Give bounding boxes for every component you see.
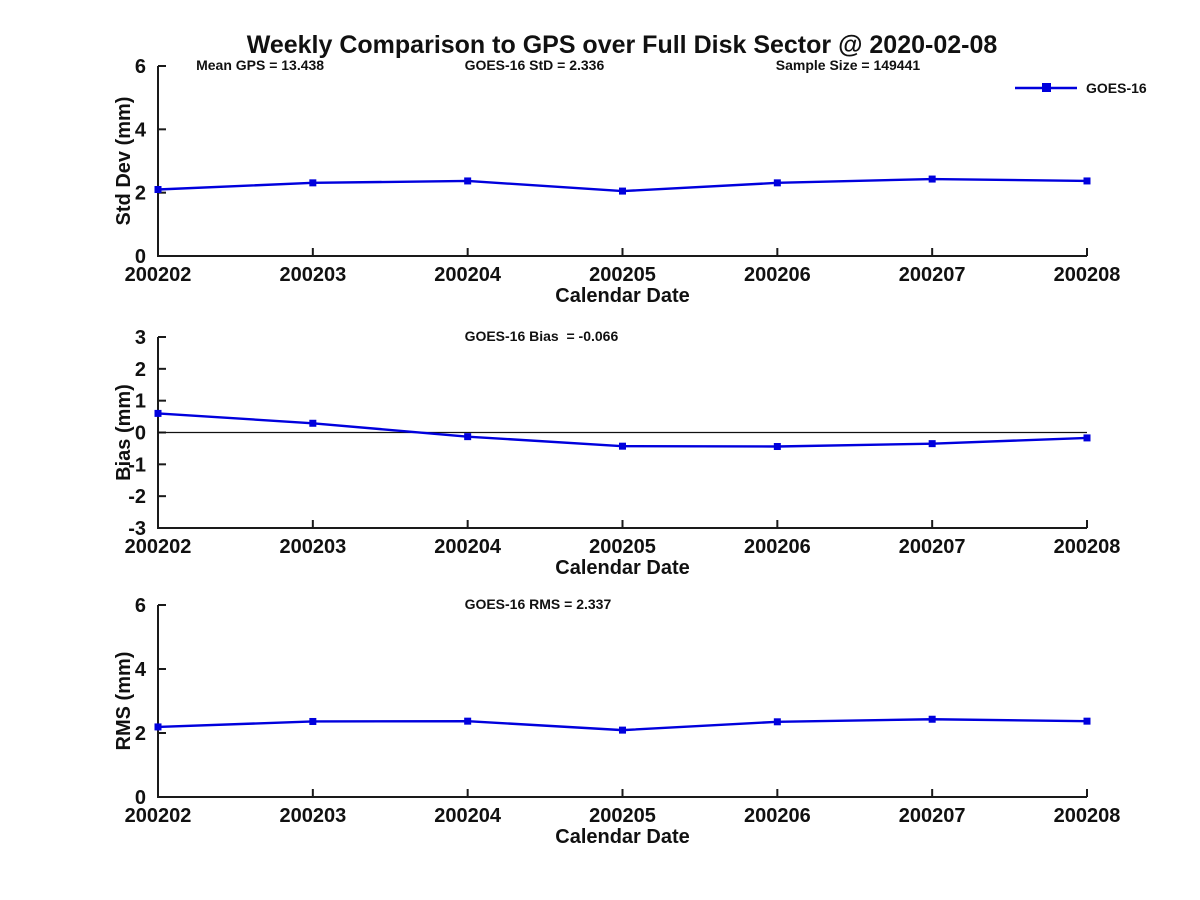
axis-spines [157, 66, 1087, 257]
data-point-marker [464, 717, 472, 725]
x-tick-label: 200203 [279, 536, 346, 558]
y-tick-label: -1 [128, 454, 146, 476]
data-point-marker [309, 717, 317, 725]
x-tick-label: 200205 [589, 264, 656, 286]
data-point-marker [928, 715, 936, 723]
y-tick-label: 0 [135, 423, 146, 445]
y-tick-label: 4 [135, 119, 147, 141]
x-tick-label: 200202 [125, 536, 192, 558]
subplot-rms: 0 2 4 6 200202 200203 200204 200205 200206 200207… [113, 595, 1120, 848]
data-point-marker [1083, 434, 1091, 442]
data-point-marker [619, 442, 626, 450]
annotation-bias: GOES-16 Bias = -0.066 [465, 328, 619, 344]
data-point-marker [309, 179, 317, 187]
y-tick-label: 6 [135, 595, 146, 617]
y-tick-label: 6 [135, 56, 146, 78]
axis-spines [157, 605, 1087, 798]
data-point-marker [773, 443, 781, 451]
x-tick-label: 200202 [125, 805, 192, 827]
y-tick-label: 2 [135, 183, 146, 205]
data-point-marker [619, 726, 626, 734]
x-tick-label: 200204 [434, 805, 502, 827]
data-point-marker [928, 175, 936, 183]
y-tick-label: 4 [135, 659, 147, 681]
data-point-marker [619, 187, 626, 195]
y-tick-label: 1 [135, 391, 146, 413]
y-tick-label: 0 [135, 787, 146, 809]
legend-label: GOES-16 [1086, 80, 1147, 96]
x-tick-label: 200207 [899, 536, 966, 558]
x-tick-label: 200207 [899, 805, 966, 827]
data-point-marker [154, 409, 162, 417]
series-line-GOES-16 [156, 412, 1089, 448]
data-point-marker [464, 433, 472, 441]
x-tick-label: 200208 [1054, 264, 1121, 286]
y-tick-label: 0 [135, 246, 146, 268]
x-tick-label: 200206 [744, 264, 811, 286]
x-tick-label: 200207 [899, 264, 966, 286]
x-axis-label: Calendar Date [555, 285, 690, 307]
data-point-marker [1083, 177, 1091, 185]
y-tick-label: 2 [135, 723, 146, 745]
data-point-marker [1083, 717, 1091, 725]
data-point-marker [309, 419, 317, 427]
y-axis-label: Bias (mm) [113, 384, 135, 481]
data-point-marker [464, 177, 472, 185]
x-axis-label: Calendar Date [555, 826, 690, 848]
x-tick-label: 200204 [434, 264, 502, 286]
annotation-std-dev: Sample Size = 149441 [776, 57, 921, 73]
x-tick-label: 200208 [1054, 805, 1121, 827]
x-tick-label: 200204 [434, 536, 502, 558]
y-tick-label: -3 [128, 518, 146, 540]
legend-marker [1042, 83, 1051, 92]
x-axis-label: Calendar Date [555, 557, 690, 579]
x-tick-label: 200203 [279, 264, 346, 286]
data-point-marker [154, 186, 162, 193]
y-tick-label: 2 [135, 359, 146, 381]
annotation-rms: GOES-16 RMS = 2.337 [465, 596, 612, 612]
x-tick-label: 200202 [125, 264, 192, 286]
data-point-marker [773, 179, 781, 187]
y-axis-label: RMS (mm) [113, 652, 135, 751]
annotation-std-dev: Mean GPS = 13.438 [196, 57, 324, 73]
data-point-marker [928, 440, 936, 448]
x-tick-label: 200206 [744, 805, 811, 827]
y-tick-label: 3 [135, 327, 146, 349]
subplot-std-dev: 0 2 4 6 200202 200203 200204 200205 200206 200207… [113, 56, 1147, 307]
figure-title: Weekly Comparison to GPS over Full Disk … [247, 31, 998, 59]
data-point-marker [773, 718, 781, 726]
annotation-std-dev: GOES-16 StD = 2.336 [465, 57, 605, 73]
y-tick-label: -2 [128, 486, 146, 508]
x-tick-label: 200206 [744, 536, 811, 558]
y-axis-label: Std Dev (mm) [113, 97, 135, 226]
x-tick-label: 200208 [1054, 536, 1121, 558]
x-tick-label: 200205 [589, 536, 656, 558]
legend: GOES-16 [1015, 80, 1147, 96]
x-tick-label: 200205 [589, 805, 656, 827]
subplots-group: 0 2 4 6 200202 200203 200204 200205 200206 200207… [113, 56, 1147, 848]
x-tick-label: 200203 [279, 805, 346, 827]
data-point-marker [154, 723, 162, 731]
